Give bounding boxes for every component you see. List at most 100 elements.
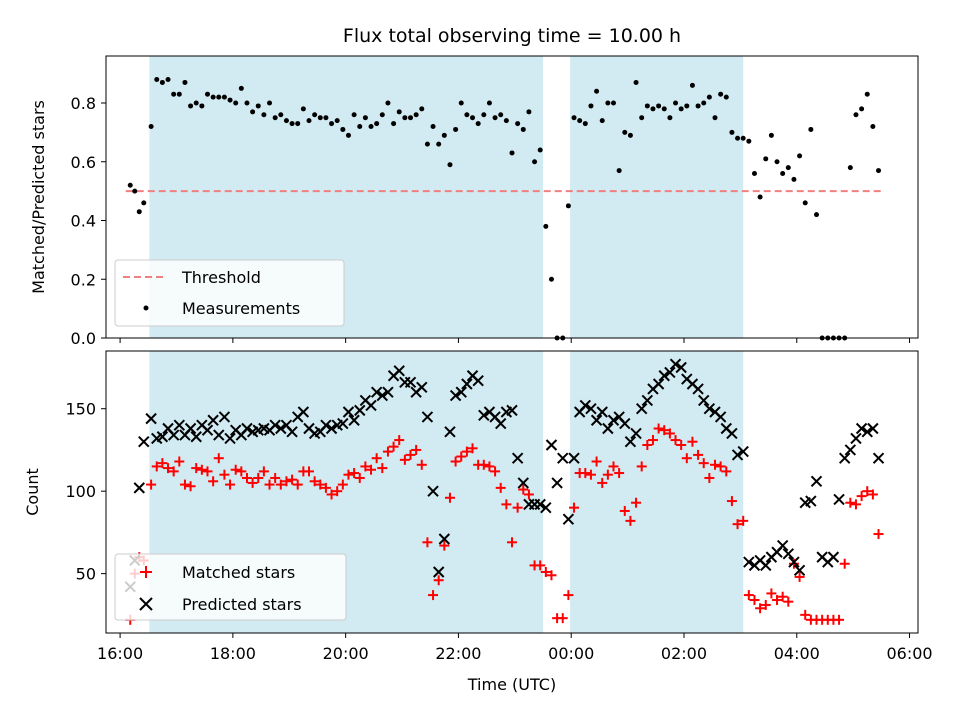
top-y-tick-label: 0.6 (71, 153, 96, 172)
measurement-point (650, 106, 656, 112)
measurement-point (780, 171, 786, 176)
predicted-star-point (827, 551, 840, 563)
x-tick-label: 04:00 (774, 644, 820, 663)
matched-star-point (788, 558, 799, 569)
matched-star-point (856, 491, 867, 502)
legend-threshold-label: Threshold (181, 268, 261, 287)
predicted-star-point (703, 403, 716, 415)
bottom-y-tick-label: 150 (65, 400, 96, 419)
matched-star-point (163, 463, 174, 474)
measurement-point (808, 126, 814, 132)
top-panel: 0.00.20.40.60.8 Matched/Predicted stars … (29, 55, 919, 348)
predicted-star-point (805, 495, 817, 507)
matched-star-point (174, 456, 185, 467)
predicted-star-point (354, 404, 366, 417)
measurement-point (667, 115, 673, 121)
predicted-star-point (325, 422, 338, 435)
predicted-star-point (348, 414, 360, 426)
matched-star-point (309, 476, 320, 487)
matched-star-point (518, 484, 529, 495)
measurement-point (498, 112, 504, 118)
matched-star-point (647, 435, 658, 446)
measurement-point (255, 103, 261, 109)
predicted-star-point (156, 431, 169, 443)
matched-star-point (721, 466, 732, 477)
predicted-star-point (370, 386, 383, 398)
measurement-point (436, 141, 442, 147)
predicted-star-point (167, 429, 180, 441)
measurement-point (616, 168, 622, 174)
matched-star-point (416, 459, 427, 470)
matched-star-point (490, 466, 501, 477)
measurement-point (853, 112, 859, 118)
matched-star-point (676, 440, 687, 450)
x-tick-label: 00:00 (548, 644, 594, 663)
matched-star-point (507, 537, 517, 548)
x-tick-label: 16:00 (97, 644, 143, 663)
measurement-point (402, 115, 408, 121)
predicted-star-point (692, 383, 704, 395)
measurement-point (859, 106, 865, 112)
measurement-point (300, 106, 306, 112)
measurement-point (627, 132, 633, 138)
predicted-star-point (669, 358, 682, 370)
measurement-point (689, 82, 695, 88)
matched-star-point (834, 614, 845, 625)
predicted-star-point (201, 424, 214, 436)
measurement-point (791, 176, 797, 182)
measurement-point (718, 91, 724, 97)
matched-star-point (743, 590, 754, 601)
predicted-star-point (585, 403, 597, 415)
measurement-point (193, 100, 199, 106)
bottom-legend: Matched stars Predicted stars (114, 553, 347, 621)
matched-star-point (664, 428, 675, 439)
measurement-point (317, 115, 323, 121)
predicted-star-point (551, 477, 563, 489)
measurement-point (165, 77, 171, 82)
x-tick-label: 02:00 (661, 644, 707, 663)
matched-star-point (270, 472, 281, 483)
measurement-point (486, 100, 492, 106)
matched-star-point (253, 472, 264, 483)
matched-star-point (230, 464, 241, 475)
measurement-point (565, 203, 571, 209)
matched-star-point (433, 575, 444, 586)
matched-star-point (681, 453, 692, 464)
measurement-point (385, 100, 391, 106)
measurement-point (233, 100, 239, 106)
measurement-point (132, 188, 138, 194)
matched-star-point (467, 443, 478, 454)
predicted-star-point (190, 431, 202, 443)
predicted-star-point (607, 414, 620, 426)
bottom-y-ticks: 50 100 150 (65, 400, 106, 584)
predicted-star-point (207, 414, 219, 426)
measurement-point (323, 115, 329, 121)
x-axis-label: Time (UTC) (467, 675, 556, 694)
predicted-star-point (568, 452, 580, 464)
matched-star-point (213, 453, 224, 464)
predicted-star-point (838, 452, 851, 464)
measurement-point (548, 276, 554, 282)
matched-star-point (794, 571, 805, 582)
top-legend: Threshold Measurements (114, 259, 345, 327)
predicted-star-point (416, 381, 428, 393)
measurement-point (864, 91, 870, 97)
matched-star-point (631, 497, 642, 508)
predicted-star-point (776, 539, 789, 552)
measurement-point (723, 94, 729, 100)
matched-stars-points (125, 423, 884, 625)
predicted-star-point (342, 406, 355, 418)
predicted-star-point (320, 419, 332, 431)
predicted-star-point (793, 564, 806, 577)
matched-star-point (247, 477, 258, 488)
predicted-star-point (652, 378, 665, 390)
matched-star-point (287, 474, 298, 485)
predicted-star-point (624, 435, 637, 448)
predicted-star-point (224, 432, 236, 445)
predicted-star-point (461, 378, 473, 390)
predicted-star-point (562, 513, 575, 525)
matched-star-point (337, 479, 348, 490)
legend-matched-label: Matched stars (182, 563, 295, 582)
matched-star-point (354, 472, 365, 483)
measurement-point (244, 100, 250, 106)
